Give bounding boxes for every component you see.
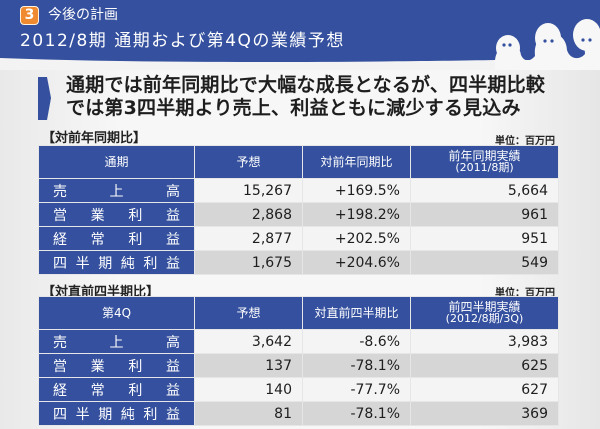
change-cell: +204.6% xyxy=(302,250,411,275)
change-cell: +202.5% xyxy=(302,226,411,251)
column-header-period: 第4Q xyxy=(38,296,195,330)
table-row: 売上高 3,642 -8.6% 3,983 xyxy=(38,329,559,354)
row-label: 四半期純利益 xyxy=(38,250,195,275)
table-qoq: 第4Q 予想 対直前四半期比 前四半期実績 (2012/8期/3Q) 売上高 3… xyxy=(38,296,559,426)
change-cell: -77.7% xyxy=(302,377,411,402)
change-cell: -8.6% xyxy=(302,329,411,354)
forecast-cell: 2,868 xyxy=(194,202,303,227)
change-cell: -78.1% xyxy=(302,353,411,378)
forecast-cell: 2,877 xyxy=(194,226,303,251)
row-label: 四半期純利益 xyxy=(38,401,195,426)
row-label: 営業利益 xyxy=(38,353,195,378)
table-row: 営業利益 137 -78.1% 625 xyxy=(38,353,559,378)
forecast-cell: 15,267 xyxy=(194,178,303,203)
unit-label-qoq: 単位：百万円 xyxy=(495,288,555,299)
headline-line-1: 通期では前年同期比で大幅な成長となるが、四半期比較 xyxy=(66,74,546,96)
table-yoy: 通期 予想 対前年同期比 前年同期実績 (2011/8期) 売上高 15,267… xyxy=(38,145,559,275)
row-label: 営業利益 xyxy=(38,202,195,227)
column-header-prior: 前年同期実績 (2011/8期) xyxy=(410,145,559,179)
table-row: 四半期純利益 1,675 +204.6% 549 xyxy=(38,250,559,275)
header-band: 3 今後の計画 2012/8期 通期および第4Qの業績予想 xyxy=(0,0,600,70)
table-row: 売上高 15,267 +169.5% 5,664 xyxy=(38,178,559,203)
row-label: 経常利益 xyxy=(38,377,195,402)
column-header-forecast: 予想 xyxy=(194,296,303,330)
row-label: 売上高 xyxy=(38,329,195,354)
forecast-cell: 140 xyxy=(194,377,303,402)
prior-cell: 5,664 xyxy=(410,178,559,203)
prior-cell: 627 xyxy=(410,377,559,402)
table-row: 営業利益 2,868 +198.2% 961 xyxy=(38,202,559,227)
column-header-change: 対直前四半期比 xyxy=(302,296,411,330)
forecast-cell: 137 xyxy=(194,353,303,378)
forecast-cell: 1,675 xyxy=(194,250,303,275)
table-row: 経常利益 2,877 +202.5% 951 xyxy=(38,226,559,251)
column-header-prior: 前四半期実績 (2012/8期/3Q) xyxy=(410,296,559,330)
accent-chevron-icon xyxy=(38,77,51,120)
forecast-cell: 3,642 xyxy=(194,329,303,354)
page-title: 2012/8期 通期および第4Qの業績予想 xyxy=(20,31,345,51)
prior-cell: 3,983 xyxy=(410,329,559,354)
forecast-cell: 81 xyxy=(194,401,303,426)
column-header-change: 対前年同期比 xyxy=(302,145,411,179)
headline: 通期では前年同期比で大幅な成長となるが、四半期比較 では第3四半期より売上、利益… xyxy=(66,74,545,120)
table-header-row: 第4Q 予想 対直前四半期比 前四半期実績 (2012/8期/3Q) xyxy=(38,296,559,330)
row-label: 経常利益 xyxy=(38,226,195,251)
column-header-prior-label: 前年同期実績 xyxy=(448,149,521,163)
change-cell: -78.1% xyxy=(302,401,411,426)
section-title: 今後の計画 xyxy=(48,7,118,23)
prior-cell: 961 xyxy=(410,202,559,227)
table-row: 四半期純利益 81 -78.1% 369 xyxy=(38,401,559,426)
prior-cell: 549 xyxy=(410,250,559,275)
prior-cell: 369 xyxy=(410,401,559,426)
unit-label-yoy: 単位：百万円 xyxy=(495,136,555,147)
table-header-row: 通期 予想 対前年同期比 前年同期実績 (2011/8期) xyxy=(38,145,559,179)
table-yoy-label: 【対前年同期比】 xyxy=(42,131,147,146)
table-row: 経常利益 140 -77.7% 627 xyxy=(38,377,559,402)
prior-cell: 625 xyxy=(410,353,559,378)
change-cell: +169.5% xyxy=(302,178,411,203)
column-header-prior-label: 前四半期実績 xyxy=(448,300,521,314)
column-header-period: 通期 xyxy=(38,145,195,179)
section-number-badge: 3 xyxy=(20,6,39,25)
column-header-prior-sub: (2012/8期/3Q) xyxy=(445,312,524,325)
prior-cell: 951 xyxy=(410,226,559,251)
change-cell: +198.2% xyxy=(302,202,411,227)
row-label: 売上高 xyxy=(38,178,195,203)
column-header-prior-sub: (2011/8期) xyxy=(455,161,514,174)
column-header-forecast: 予想 xyxy=(194,145,303,179)
headline-line-2: では第3四半期より売上、利益ともに減少する見込み xyxy=(66,97,521,119)
ghost-mascots-icon xyxy=(0,19,600,70)
